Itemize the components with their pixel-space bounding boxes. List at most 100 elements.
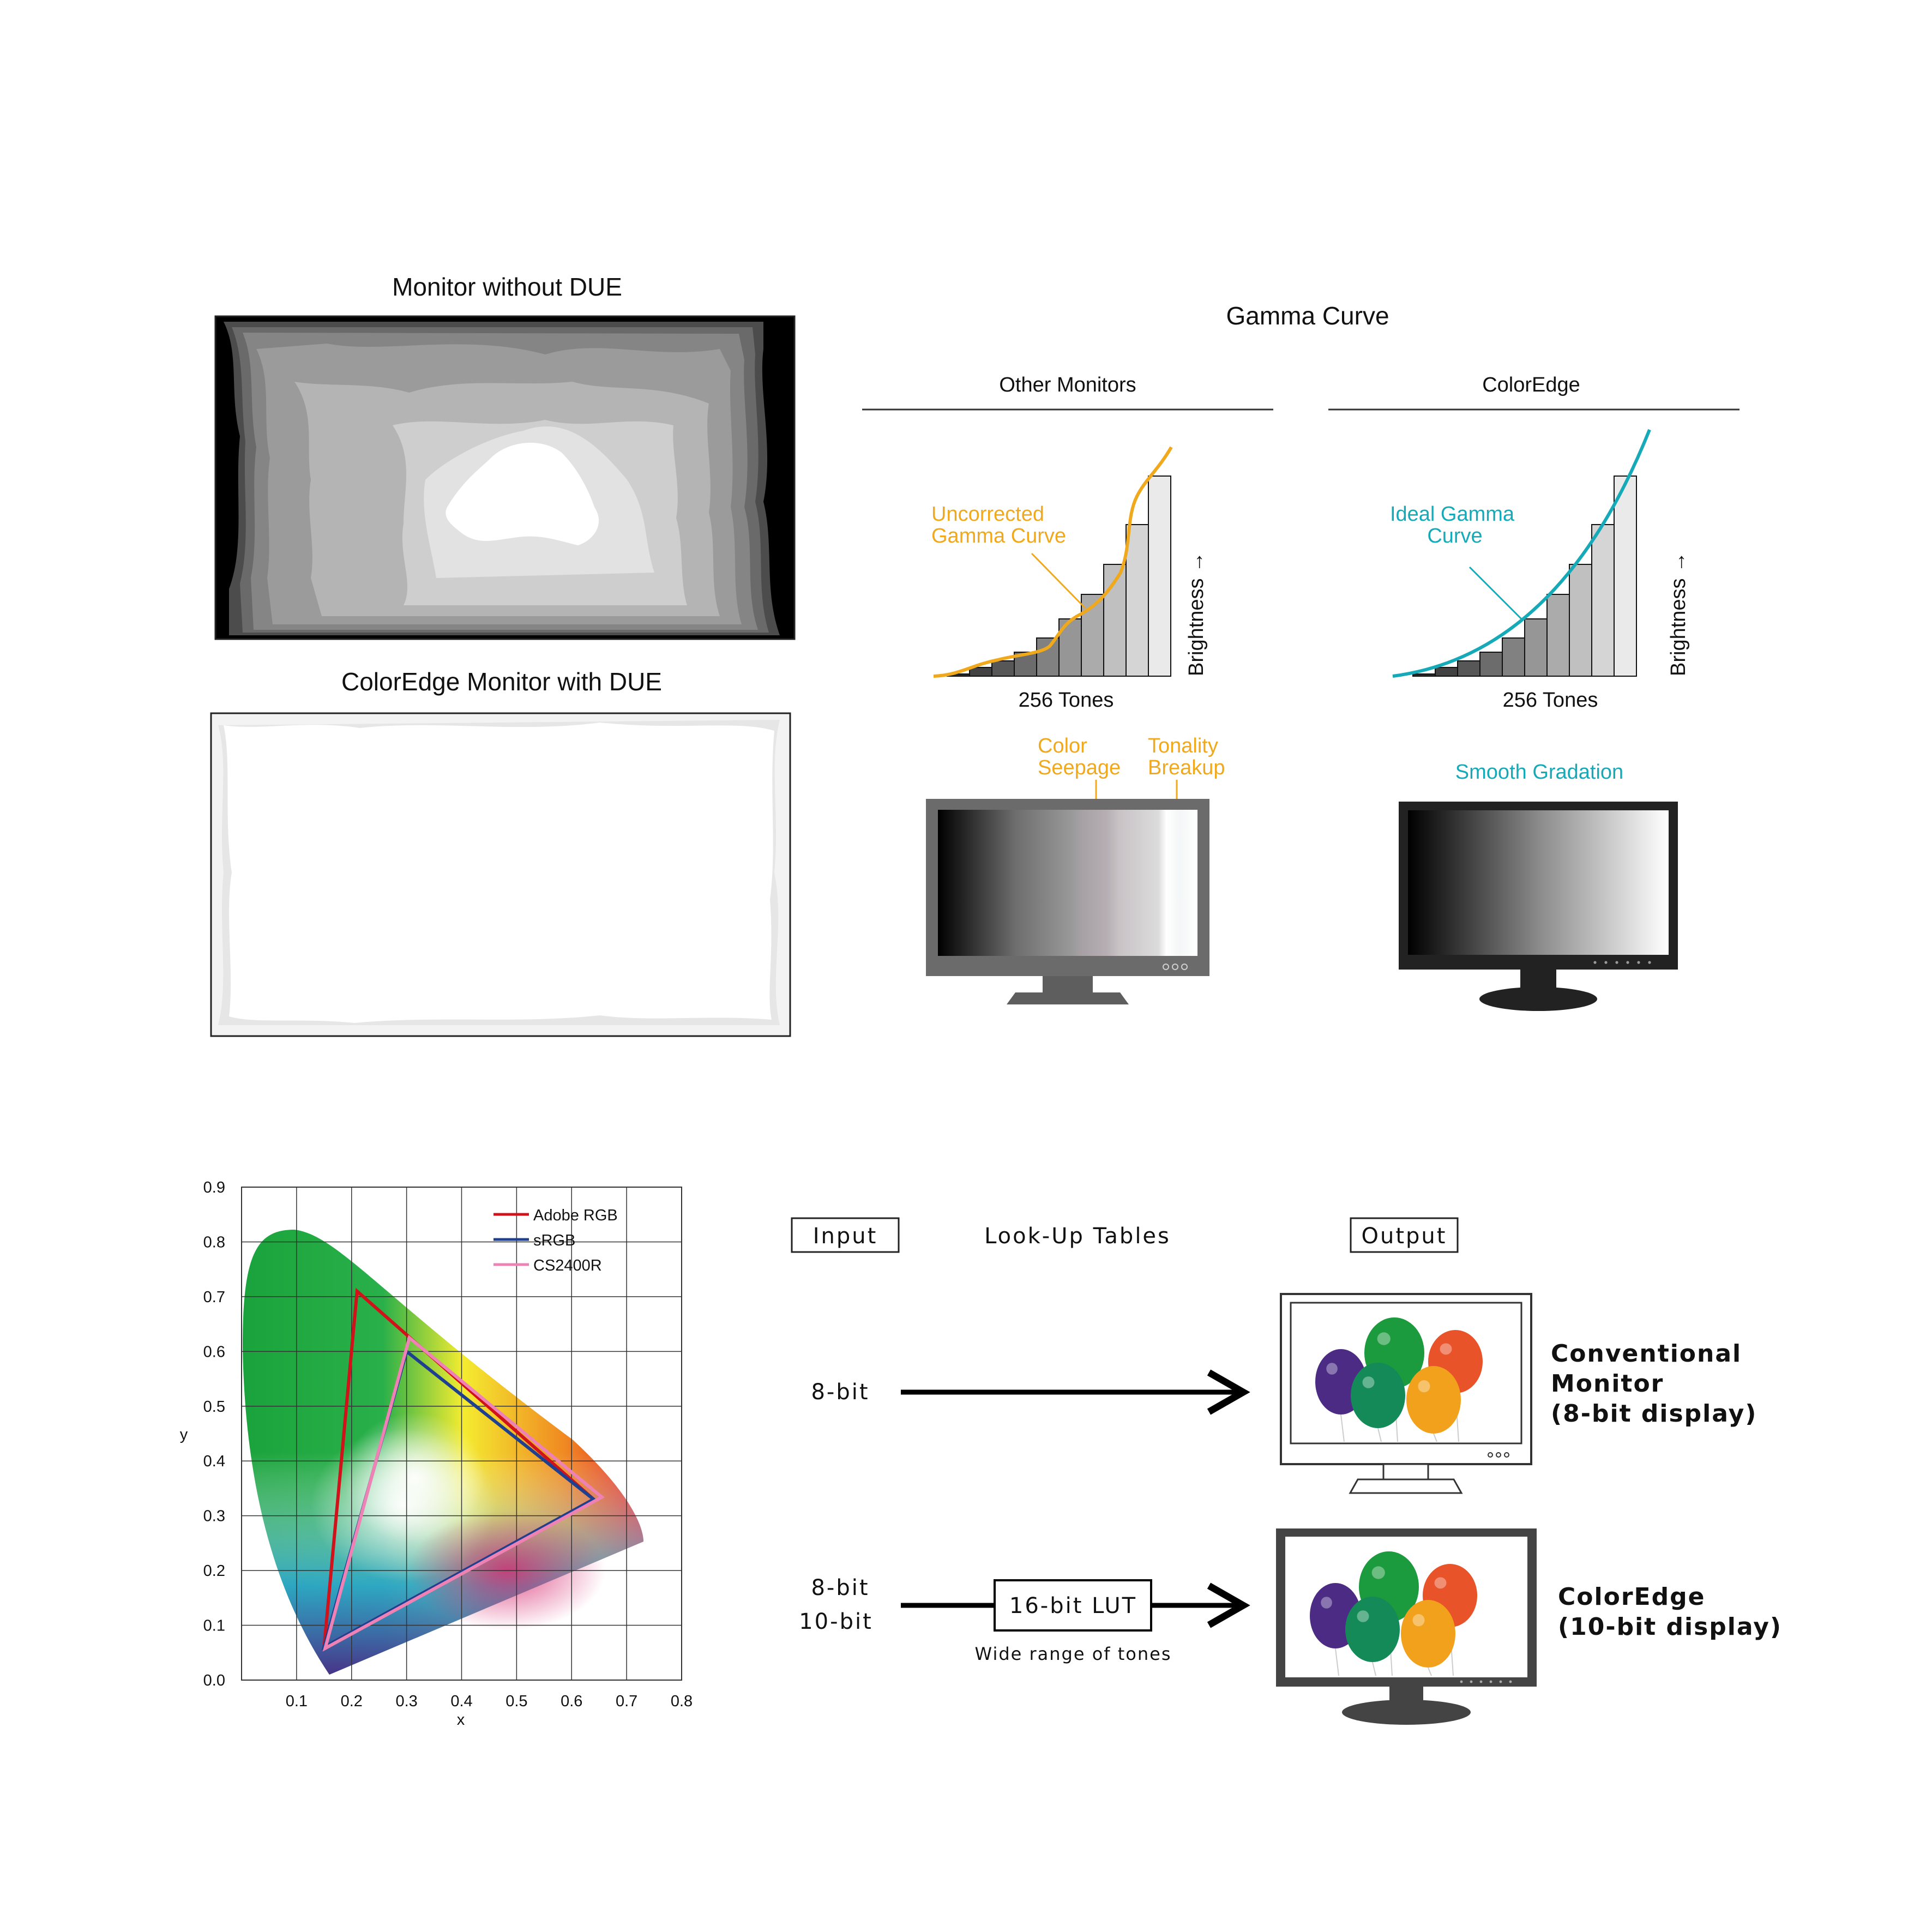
x-tick-label: 0.7 <box>616 1693 637 1710</box>
tone-bar <box>969 667 992 677</box>
uncorrected-label-line1: Uncorrected <box>931 503 1044 526</box>
gamma-right-heading: ColorEdge <box>1482 374 1580 396</box>
x-tick-label: 0.3 <box>395 1693 417 1710</box>
output-header-label: Output <box>1362 1224 1447 1249</box>
gamut-x-ticks: 0.1 0.2 0.3 0.4 0.5 0.6 0.7 0.8 <box>286 1693 693 1710</box>
balloon-string <box>1340 1414 1345 1442</box>
gamut-grid <box>242 1187 682 1681</box>
y-tick-label: 0.4 <box>203 1453 225 1470</box>
balloon-highlight <box>1362 1376 1375 1388</box>
gamma-section-title: Gamma Curve <box>1226 302 1389 330</box>
gamma-left-heading: Other Monitors <box>999 374 1136 396</box>
balloon-highlight <box>1418 1380 1430 1393</box>
uniformity-map-with-due <box>210 712 791 1037</box>
color-seepage-line2: Seepage <box>1038 756 1121 779</box>
balloon-highlight <box>1434 1577 1447 1589</box>
balloon <box>1351 1363 1405 1428</box>
balloon <box>1345 1597 1400 1662</box>
legend-label-cs2400r: CS2400R <box>533 1257 602 1274</box>
x-tick-label: 0.6 <box>561 1693 582 1710</box>
balloon-highlight <box>1371 1566 1385 1579</box>
tone-bar <box>1036 637 1060 677</box>
row2-input-line2: 10-bit <box>799 1609 873 1634</box>
y-tick-label: 0.7 <box>203 1289 225 1306</box>
row2-input-line1: 8-bit <box>811 1575 869 1600</box>
x-tick-label: 0.5 <box>505 1693 527 1710</box>
row1-output-line3: (8-bit display) <box>1551 1400 1757 1428</box>
gamut-legend: Adobe RGB sRGB CS2400R <box>493 1207 618 1274</box>
tone-bar <box>1457 660 1480 677</box>
smooth-gradation-label: Smooth Gradation <box>1455 761 1623 784</box>
x-tick-label: 0.4 <box>450 1693 472 1710</box>
tone-bar <box>1546 594 1570 677</box>
input-header-label: Input <box>813 1224 878 1249</box>
balloon-highlight <box>1377 1332 1391 1345</box>
uncorrected-label-line2: Gamma Curve <box>931 525 1066 547</box>
tone-bars-right <box>1412 476 1637 677</box>
tone-bars-left <box>947 476 1171 677</box>
y-tick-label: 0.9 <box>203 1179 225 1196</box>
tones-label-left: 256 Tones <box>1019 689 1114 712</box>
tonality-breakup-line2: Breakup <box>1148 756 1225 779</box>
tone-bar <box>1435 667 1458 677</box>
other-monitor-illustration <box>926 799 1209 1004</box>
tone-bar <box>991 660 1015 677</box>
legend-label-srgb: sRGB <box>533 1232 575 1249</box>
uncorrected-leader-line <box>1031 552 1086 609</box>
ideal-label-line2: Curve <box>1427 525 1482 547</box>
uniformity-map-without-due <box>214 315 796 640</box>
y-tick-label: 0.0 <box>203 1672 225 1689</box>
tone-bar <box>1614 476 1637 677</box>
balloon-highlight <box>1412 1614 1425 1627</box>
balloon <box>1401 1600 1455 1668</box>
gamut-y-ticks: 0.0 0.1 0.2 0.3 0.4 0.5 0.6 0.7 0.8 0.9 <box>203 1179 225 1689</box>
x-tick-label: 0.8 <box>671 1693 693 1710</box>
row2-output-line1: ColorEdge <box>1558 1583 1705 1611</box>
coloredge-lut-monitor-illustration <box>1276 1528 1537 1725</box>
y-tick-label: 0.3 <box>203 1508 225 1525</box>
legend-label-adobe-rgb: Adobe RGB <box>533 1207 618 1224</box>
row1-output-line2: Monitor <box>1551 1370 1664 1398</box>
row1-output-line1: Conventional <box>1551 1340 1742 1368</box>
tone-bar <box>1126 524 1149 677</box>
balloon <box>1406 1366 1461 1434</box>
balloon-string <box>1428 1667 1432 1676</box>
gamut-x-axis-label: x <box>457 1711 465 1729</box>
tone-bar <box>1148 476 1171 677</box>
lut-caption: Wide range of tones <box>975 1644 1172 1664</box>
tone-bar <box>1479 652 1503 677</box>
brightness-label-right: Brightness → <box>1667 552 1690 676</box>
balloon-string <box>1335 1648 1339 1676</box>
tonality-breakup-line1: Tonality <box>1148 735 1218 757</box>
tone-bar <box>1524 618 1548 677</box>
gamut-y-axis-label: y <box>180 1426 188 1443</box>
tone-bar <box>1412 673 1436 677</box>
brightness-label-left: Brightness → <box>1185 552 1208 676</box>
balloon-highlight <box>1326 1363 1338 1375</box>
y-tick-label: 0.6 <box>203 1343 225 1361</box>
ideal-leader-line <box>1468 566 1522 620</box>
lut-box <box>994 1579 1152 1632</box>
tones-label-right: 256 Tones <box>1503 689 1598 712</box>
conventional-monitor-illustration <box>1280 1293 1532 1494</box>
ideal-label-line1: Ideal Gamma <box>1390 503 1515 526</box>
balloon-string <box>1377 1428 1382 1442</box>
y-tick-label: 0.1 <box>203 1617 225 1635</box>
balloon-highlight <box>1321 1597 1332 1609</box>
uncorrected-gamma-curve <box>933 446 1173 678</box>
lut-box-label: 16-bit LUT <box>1009 1593 1137 1618</box>
row2-output-line2: (10-bit display) <box>1558 1613 1782 1641</box>
gamut-triangle-cs2400r <box>322 1334 605 1652</box>
y-tick-label: 0.5 <box>203 1398 225 1416</box>
balloon-string <box>1372 1662 1376 1676</box>
balloon-highlight <box>1357 1610 1369 1622</box>
input-header-box <box>791 1217 900 1253</box>
coloredge-monitor-illustration <box>1399 802 1678 1011</box>
ideal-gamma-curve <box>1392 429 1651 678</box>
smooth-gradient-screen <box>1408 810 1669 955</box>
balloon-string <box>1433 1433 1437 1442</box>
y-tick-label: 0.2 <box>203 1562 225 1580</box>
y-tick-label: 0.8 <box>203 1233 225 1251</box>
lut-header-label: Look-Up Tables <box>984 1224 1171 1249</box>
